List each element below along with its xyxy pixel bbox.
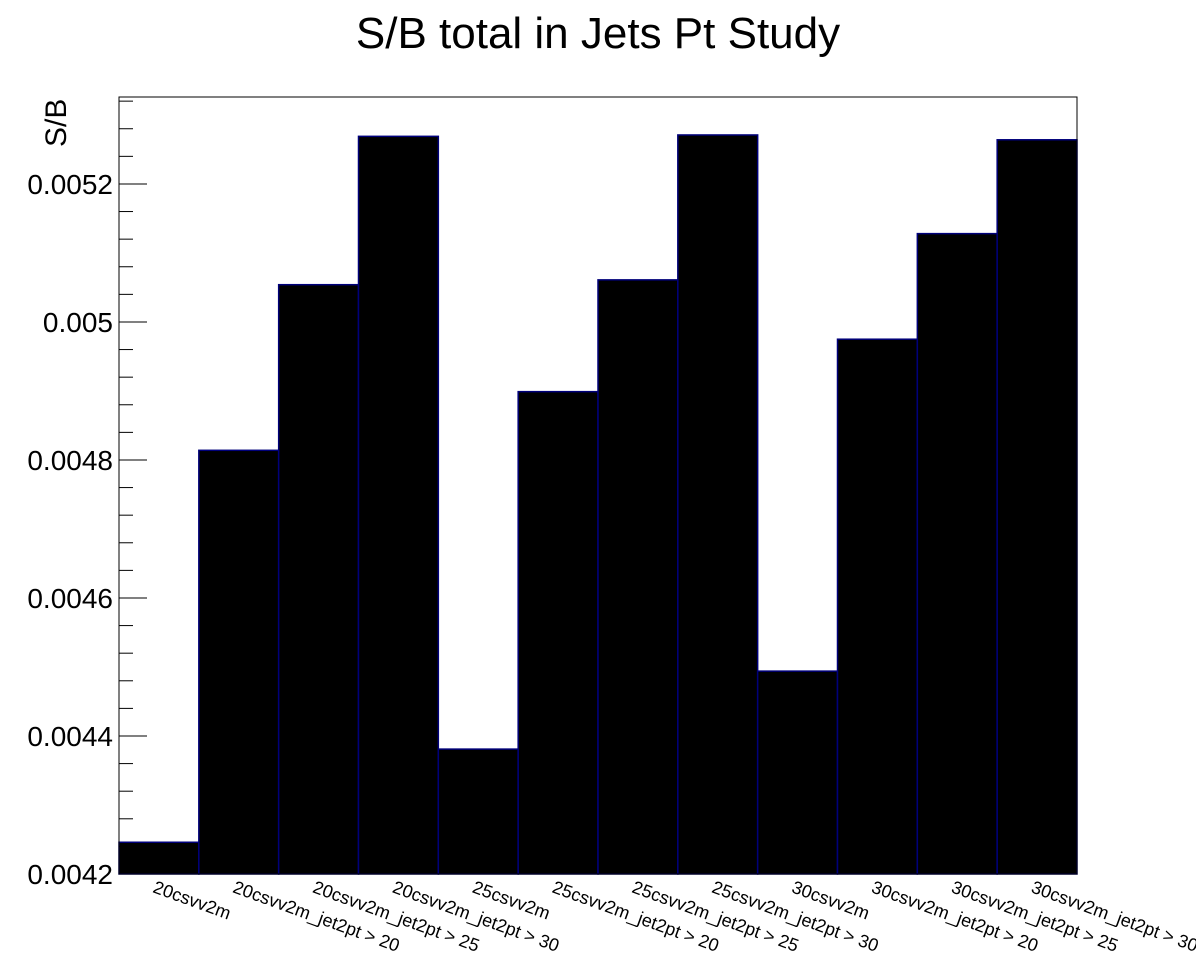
- y-tick-label: 0.0046: [27, 583, 113, 614]
- bar-4: [357, 135, 440, 875]
- y-tick-label: 0.0048: [27, 445, 113, 476]
- bar-8: [677, 134, 759, 875]
- y-tick-label: 0.0044: [27, 721, 113, 752]
- bars-group: [118, 134, 1078, 875]
- bar-5: [437, 748, 519, 875]
- bar-7: [597, 279, 679, 875]
- bar-3: [277, 283, 360, 875]
- bar-6: [517, 390, 599, 875]
- plot-frame: [118, 96, 1078, 875]
- x-tick-label: 20csvv2m: [151, 877, 234, 924]
- y-axis: 0.0042 0.0044 0.0046 0.0048 0.005 0.0052: [27, 100, 147, 890]
- y-tick-label: 0.005: [43, 307, 113, 338]
- y-tick-label: 0.0042: [27, 859, 113, 890]
- bar-10: [836, 338, 919, 875]
- bar-11: [916, 232, 998, 875]
- bar-2: [198, 449, 280, 875]
- y-tick-label: 0.0052: [27, 169, 113, 200]
- bar-9: [756, 670, 839, 875]
- bar-1: [118, 841, 200, 875]
- chart-title: S/B total in Jets Pt Study: [356, 9, 840, 58]
- y-axis-label: S/B: [40, 99, 73, 147]
- plot-border: [118, 96, 1078, 875]
- bar-12: [996, 139, 1078, 875]
